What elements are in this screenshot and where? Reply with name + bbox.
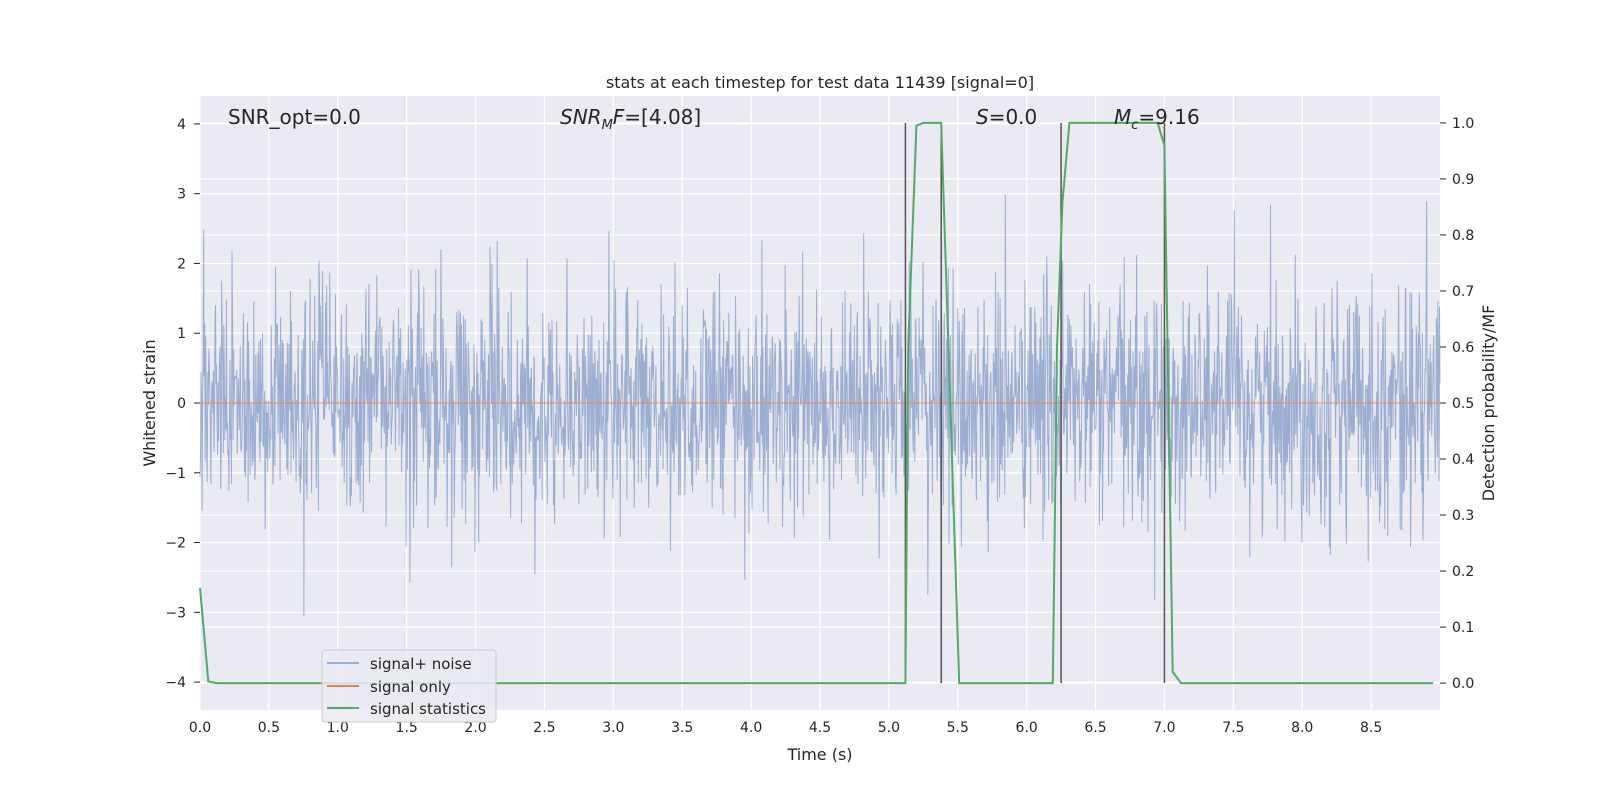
- annotation-mc: Mc=9.16: [1114, 105, 1200, 133]
- x-tick-label: 6.5: [1084, 720, 1106, 736]
- y2-tick-label: 0.1: [1452, 620, 1474, 636]
- noise-line: [199, 194, 1441, 617]
- series-signal-noise: [199, 194, 1441, 617]
- y-tick-label: −1: [165, 466, 186, 482]
- y2-tick-label: 0.3: [1452, 508, 1474, 524]
- annotation-s-value: =0.0: [989, 105, 1038, 129]
- legend-box: [321, 649, 497, 723]
- annotation-snr-mf-suffix: F: [613, 105, 625, 129]
- x-ticks: 0.0 0.5 1.0 1.5 2.0 2.5 3.0 3.5 4.0 4.5 5.0 5.5 6.0 6…: [189, 720, 1382, 736]
- y-tick-label: −2: [165, 536, 186, 552]
- y-axis-label: Whitened strain: [140, 339, 159, 466]
- y2-ticks: 0.0 0.1 0.2 0.3 0.4 0.5 0.6 0.7 0.8 0.9 1.0: [1440, 116, 1474, 692]
- legend-label-signal-only: signal only: [370, 678, 451, 696]
- legend-label-signal-statistics: signal statistics: [370, 700, 486, 718]
- y-tick-label: 1: [177, 326, 186, 342]
- x-tick-label: 4.5: [809, 720, 831, 736]
- annotation-snr-mf: SNRMF=[4.08]: [560, 105, 701, 133]
- y2-axis-label: Detection probability/MF: [1479, 305, 1498, 502]
- annotation-s: S=0.0: [976, 105, 1037, 129]
- x-tick-label: 2.5: [533, 720, 555, 736]
- y2-tick-label: 0.9: [1452, 172, 1474, 188]
- annotation-mc-value: =9.16: [1138, 105, 1199, 129]
- chart-title: stats at each timestep for test data 114…: [606, 73, 1034, 92]
- x-tick-label: 3.0: [602, 720, 624, 736]
- annotation-snr-opt: SNR_opt=0.0: [228, 105, 361, 129]
- y-tick-label: −4: [165, 675, 186, 691]
- annotation-mc-name: M: [1114, 105, 1131, 129]
- y2-tick-label: 0.5: [1452, 396, 1474, 412]
- x-tick-label: 7.5: [1222, 720, 1244, 736]
- y2-tick-label: 0.7: [1452, 284, 1474, 300]
- x-tick-label: 3.5: [671, 720, 693, 736]
- y2-tick-label: 0.2: [1452, 564, 1474, 580]
- x-tick-label: 1.0: [327, 720, 349, 736]
- legend-label-signal-noise: signal+ noise: [370, 655, 472, 673]
- y2-tick-label: 0.0: [1452, 676, 1474, 692]
- x-tick-label: 5.0: [878, 720, 900, 736]
- y-tick-label: −3: [165, 605, 186, 621]
- annotation-mc-sub: c: [1131, 118, 1138, 133]
- x-tick-label: 1.5: [396, 720, 418, 736]
- y2-tick-label: 0.4: [1452, 452, 1474, 468]
- annotation-snr-opt-value: =0.0: [312, 105, 361, 129]
- y-tick-label: 3: [177, 187, 186, 203]
- y2-tick-label: 0.6: [1452, 340, 1474, 356]
- y2-tick-label: 0.8: [1452, 228, 1474, 244]
- x-tick-label: 5.5: [947, 720, 969, 736]
- statistics-line: [199, 121, 1434, 685]
- x-tick-label: 6.0: [1016, 720, 1038, 736]
- y-tick-label: 2: [177, 256, 186, 272]
- y-tick-label: 0: [177, 396, 186, 412]
- x-tick-label: 0.5: [258, 720, 280, 736]
- annotation-snr-mf-sub: M: [602, 118, 613, 133]
- x-tick-label: 8.5: [1360, 720, 1382, 736]
- x-tick-label: 2.0: [464, 720, 486, 736]
- x-axis-label: Time (s): [786, 745, 852, 764]
- series-signal-statistics: [199, 121, 1434, 685]
- x-tick-label: 8.0: [1291, 720, 1313, 736]
- x-tick-label: 4.0: [740, 720, 762, 736]
- annotation-snr-mf-value: =[4.08]: [624, 105, 701, 129]
- annotation-snr-mf-name: SNR: [560, 105, 602, 129]
- legend: signal+ noise signal only signal statist…: [321, 649, 497, 723]
- y2-tick-label: 1.0: [1452, 116, 1474, 132]
- y-ticks: −4 −3 −2 −1 0 1 2 3 4: [165, 117, 200, 691]
- annotation-snr-opt-name: SNR_opt: [228, 105, 312, 129]
- y-tick-label: 4: [177, 117, 186, 133]
- x-tick-label: 7.0: [1153, 720, 1175, 736]
- x-tick-label: 0.0: [189, 720, 211, 736]
- annotation-s-name: S: [976, 105, 989, 129]
